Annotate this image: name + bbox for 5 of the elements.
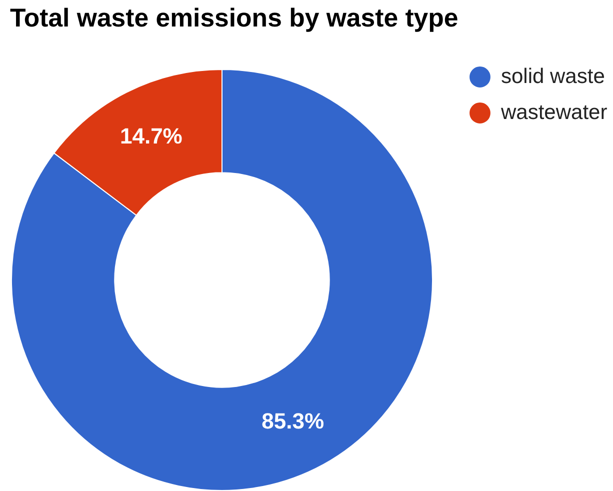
data-label: 85.3% — [262, 408, 324, 434]
chart-title: Total waste emissions by waste type — [10, 4, 458, 33]
data-label: 14.7% — [120, 124, 182, 149]
legend-label: wastewater — [500, 100, 608, 124]
legend-label: solid waste — [500, 64, 605, 88]
